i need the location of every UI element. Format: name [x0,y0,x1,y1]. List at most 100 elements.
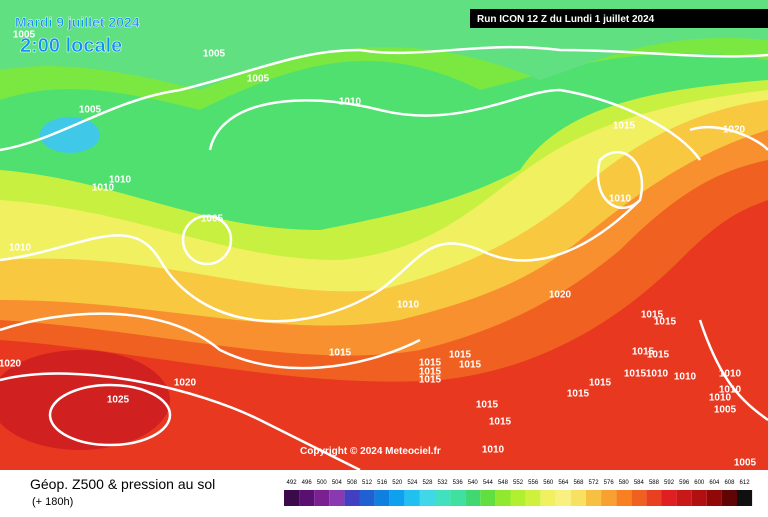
colorbar-tick-label: 516 [377,480,388,486]
colorbar-tick-label: 524 [407,480,418,486]
colorbar-tick-label: 600 [694,480,705,486]
isobar-label: 1015 [419,367,442,378]
footer-lead: (+ 180h) [32,496,73,508]
isobar-label: 1020 [174,378,197,389]
isobar-label: 1020 [723,125,746,136]
colorbar-tick-label: 544 [483,480,494,486]
colorbar-swatch [419,490,435,506]
colorbar: 492 496 500 504 508 512 516 520 524 528 532 536 540 5… [284,480,753,506]
isobar-label: 1015 [459,360,482,371]
isobar-label: 1005 [714,405,737,416]
isobar-label: 1015 [589,378,612,389]
colorbar-tick-label: 604 [709,480,720,486]
colorbar-tick-label: 492 [287,480,298,486]
isobar-labels: 1005100510051010100510101010100510101015… [0,30,757,469]
colorbar-swatch [706,490,722,506]
isobar-label: 1015 [449,350,472,361]
colorbar-swatch [601,490,617,506]
colorbar-swatch [721,490,737,506]
colorbar-swatch [691,490,707,506]
colorbar-tick-label: 504 [332,480,343,486]
isobar-label: 1010 [719,369,742,380]
colorbar-tick-label: 564 [558,480,569,486]
colorbar-tick-label: 536 [453,480,464,486]
isobar-label: 1015 [624,369,647,380]
colorbar-tick-label: 528 [422,480,433,486]
colorbar-tick-label: 608 [724,480,735,486]
colorbar-tick-label: 532 [438,480,449,486]
colorbar-swatch [510,490,526,506]
colorbar-tick-label: 580 [619,480,630,486]
isobar-label: 1015 [613,121,636,132]
colorbar-swatch [555,490,571,506]
colorbar-swatch [465,490,481,506]
colorbar-tick-label: 552 [513,480,524,486]
colorbar-swatch [314,490,330,506]
colorbar-tick-label: 512 [362,480,373,486]
colorbar-tick-label: 496 [302,480,313,486]
colorbar-swatch [389,490,405,506]
colorbar-swatch [661,490,677,506]
isobar-label: 1005 [247,74,270,85]
run-label: Run ICON 12 Z du Lundi 1 juillet 2024 [477,14,655,25]
colorbar-swatch [480,490,496,506]
colorbar-swatch [435,490,451,506]
colorbar-tick-label: 556 [528,480,539,486]
colorbar-tick-label: 520 [392,480,403,486]
colorbar-tick-label: 568 [573,480,584,486]
isobar-label: 1010 [609,194,632,205]
isobar-label: 1020 [0,359,22,370]
date: Mardi 9 juillet 2024 [15,14,140,30]
isobar-label: 1010 [9,243,32,254]
colorbar-swatch [359,490,375,506]
isobar-label: 1005 [734,458,757,469]
colorbar-tick-label: 584 [634,480,645,486]
isobar-label: 1005 [201,214,224,225]
isobar-label: 1015 [489,417,512,428]
isobar-label: 1010 [92,183,115,194]
colorbar-swatch [525,490,541,506]
colorbar-swatch [299,490,315,506]
colorbar-tick-label: 592 [664,480,675,486]
isobar-label: 1015 [641,310,664,321]
isobar-label: 1010 [397,300,420,311]
isobar-label: 1015 [567,389,590,400]
colorbar-tick-label: 500 [317,480,328,486]
colorbar-swatch [495,490,511,506]
colorbar-tick-label: 540 [468,480,479,486]
isobar-label: 1015 [654,317,677,328]
isobar-label: 1015 [632,347,655,358]
colorbar-tick-label: 588 [649,480,660,486]
band [0,200,768,470]
colorbar-swatch [374,490,390,506]
isobar-label: 1010 [674,372,697,383]
colorbar-swatch [676,490,692,506]
colorbar-swatch [329,490,345,506]
colorbar-swatch [404,490,420,506]
run-box [470,9,768,28]
colorbar-swatch [616,490,632,506]
colorbar-swatch [344,490,360,506]
colorbar-swatch [646,490,662,506]
isobar-label: 1010 [719,385,742,396]
isobar-label: 1015 [476,400,499,411]
colorbar-tick-label: 560 [543,480,554,486]
colorbar-swatch [450,490,466,506]
colorbar-swatch [540,490,556,506]
isobar-label: 1020 [549,290,572,301]
copyright: Copyright © 2024 Meteociel.fr [300,446,441,457]
isobar-label: 1010 [339,97,362,108]
footer-title: Géop. Z500 & pression au sol [30,476,215,492]
isobar-label: 1005 [79,105,102,116]
colorbar-swatch [586,490,602,506]
colorbar-swatch [737,490,753,506]
colorbar-tick-label: 548 [498,480,509,486]
colorbar-tick-label: 612 [740,480,751,486]
isobar-label: 1015 [419,375,442,386]
isobar-label: 1010 [709,393,732,404]
colorbar-tick-label: 576 [604,480,615,486]
isobar-label: 1015 [329,348,352,359]
colorbar-swatch [570,490,586,506]
